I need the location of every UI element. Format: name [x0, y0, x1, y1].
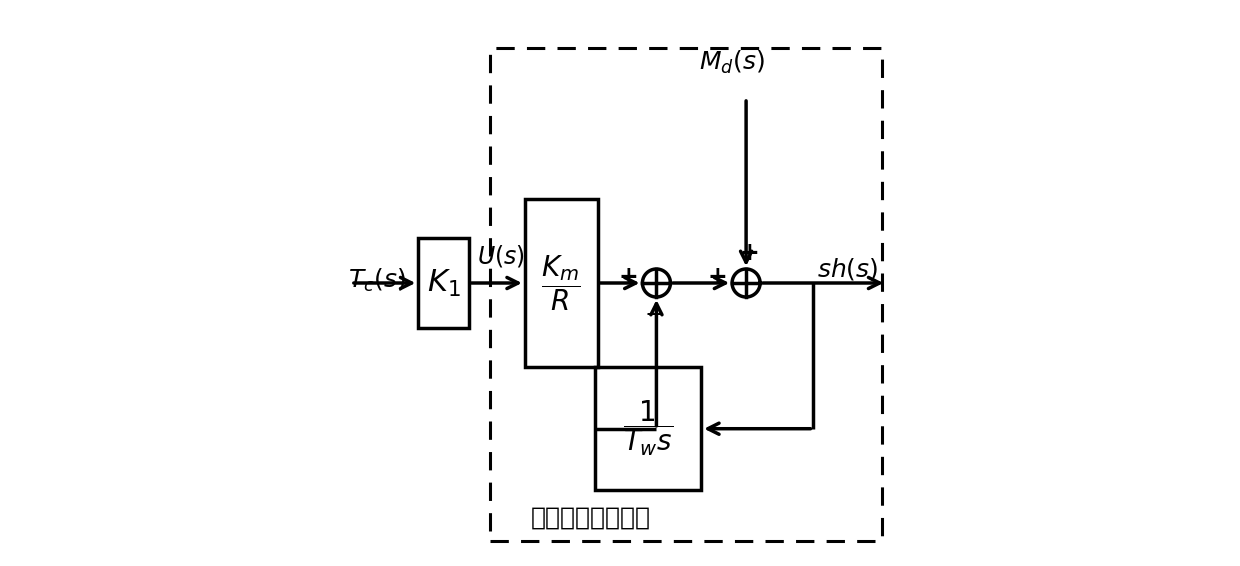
Text: +: + — [739, 241, 759, 264]
Bar — [490, 48, 883, 541]
Text: $T_c(s)$: $T_c(s)$ — [348, 267, 407, 294]
Text: $\dfrac{K_m}{R}$: $\dfrac{K_m}{R}$ — [541, 253, 582, 313]
Text: $sh(s)$: $sh(s)$ — [816, 256, 878, 282]
Bar — [595, 367, 702, 490]
Bar — [418, 238, 469, 328]
Text: +: + — [619, 265, 637, 289]
Text: $-$: $-$ — [644, 302, 663, 325]
Text: $U(s)$: $U(s)$ — [477, 243, 525, 269]
Text: $K_1$: $K_1$ — [427, 268, 460, 298]
Text: 直流电机等效模型: 直流电机等效模型 — [531, 505, 650, 530]
Text: $\dfrac{1}{T_w s}$: $\dfrac{1}{T_w s}$ — [622, 399, 673, 458]
Text: +: + — [708, 265, 728, 289]
Bar — [525, 199, 598, 367]
Text: $M_d(s)$: $M_d(s)$ — [699, 49, 765, 76]
